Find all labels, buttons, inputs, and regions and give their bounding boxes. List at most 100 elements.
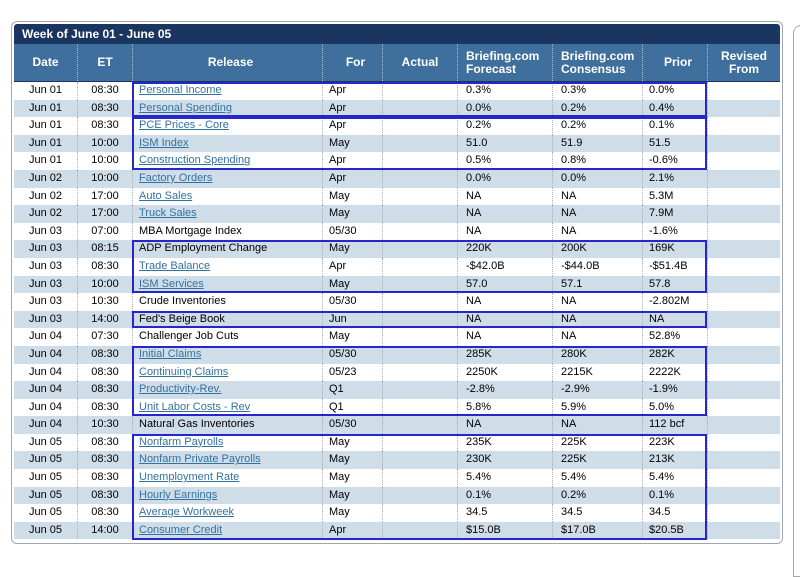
cell-actual <box>382 257 457 276</box>
economic-calendar-panel: Week of June 01 - June 05 Date ET Releas… <box>11 21 783 545</box>
cell-actual <box>382 345 457 364</box>
cell-et: 08:30 <box>77 345 132 364</box>
cell-prior: -1.9% <box>642 381 707 399</box>
release-link[interactable]: Unit Labor Costs - Rev <box>139 400 251 413</box>
release-link[interactable]: ISM Index <box>139 136 189 149</box>
cell-prior: 0.1% <box>642 117 707 135</box>
release-link[interactable]: Average Workweek <box>139 506 234 519</box>
cell-for: Q1 <box>322 398 382 417</box>
cell-consensus: 5.4% <box>552 469 642 487</box>
cell-release: Factory Orders <box>132 169 322 188</box>
cell-et: 07:30 <box>77 328 132 346</box>
cell-date: Jun 05 <box>28 488 63 501</box>
release-label: Fed's Beige Book <box>139 312 225 325</box>
cell-actual <box>382 521 457 540</box>
cell-for: May <box>322 328 382 346</box>
table-row: Jun 05 14:00 Consumer Credit Apr $15.0B $17.0… <box>14 521 780 540</box>
cell-date: Jun 05 <box>28 523 63 536</box>
table-row: Jun 03 07:00 MBA Mortgage Index 05/30 NA NA -1… <box>14 222 780 241</box>
release-link[interactable]: Productivity-Rev. <box>139 383 222 396</box>
cell-et: 08:30 <box>77 381 132 399</box>
cell-release: ADP Employment Change <box>132 240 322 258</box>
cell-prior: 0.4% <box>642 99 707 118</box>
cell-date: Jun 03 <box>28 224 63 237</box>
cell-forecast: 220K <box>457 240 552 258</box>
cell-actual <box>382 469 457 487</box>
cell-consensus: 2215K <box>552 363 642 382</box>
cell-for: 05/30 <box>322 293 382 311</box>
table-row: Jun 04 08:30 Initial Claims 05/30 285K 280K 28… <box>14 345 780 364</box>
cell-et: 08:30 <box>77 469 132 487</box>
cell-forecast: 0.0% <box>457 169 552 188</box>
cell-et: 10:00 <box>77 169 132 188</box>
cell-release: PCE Prices - Core <box>132 117 322 135</box>
cell-date: Jun 05 <box>28 435 63 448</box>
cell-revised <box>707 169 780 188</box>
cell-consensus: 57.1 <box>552 275 642 294</box>
cell-for: May <box>322 433 382 452</box>
cell-forecast: 0.3% <box>457 82 552 100</box>
cell-et: 14:00 <box>77 310 132 329</box>
release-label: ADP Employment Change <box>139 242 268 255</box>
table-body: Jun 01 08:30 Personal Income Apr 0.3% 0.3% 0.0… <box>14 82 780 540</box>
cell-consensus: 0.2% <box>552 117 642 135</box>
cell-for: May <box>322 275 382 294</box>
cell-prior: 0.0% <box>642 82 707 100</box>
release-link[interactable]: Nonfarm Payrolls <box>139 435 224 448</box>
release-link[interactable]: Auto Sales <box>139 189 193 202</box>
cell-actual <box>382 328 457 346</box>
release-link[interactable]: Personal Spending <box>139 101 232 114</box>
release-link[interactable]: Nonfarm Private Payrolls <box>139 453 261 466</box>
release-link[interactable]: Truck Sales <box>139 207 197 220</box>
release-link[interactable]: PCE Prices - Core <box>139 119 229 132</box>
cell-release: Personal Income <box>132 82 322 100</box>
release-link[interactable]: Construction Spending <box>139 154 251 167</box>
cell-forecast: $15.0B <box>457 521 552 540</box>
cell-revised <box>707 469 780 487</box>
cell-actual <box>382 117 457 135</box>
cell-et: 08:30 <box>77 504 132 522</box>
cell-release: Trade Balance <box>132 257 322 276</box>
cell-revised <box>707 433 780 452</box>
table-row: Jun 02 17:00 Truck Sales May NA NA 7.9M <box>14 205 780 223</box>
cell-et: 08:30 <box>77 363 132 382</box>
cell-consensus: 51.9 <box>552 134 642 153</box>
cell-revised <box>707 486 780 505</box>
cell-actual <box>382 205 457 223</box>
cell-for: May <box>322 469 382 487</box>
cell-consensus: 34.5 <box>552 504 642 522</box>
cell-actual <box>382 310 457 329</box>
release-link[interactable]: ISM Services <box>139 277 204 290</box>
cell-release: MBA Mortgage Index <box>132 222 322 241</box>
table-row: Jun 01 08:30 Personal Spending Apr 0.0% 0.2% 0… <box>14 99 780 118</box>
cell-prior: 112 bcf <box>642 416 707 434</box>
cell-date: Jun 01 <box>28 119 63 132</box>
release-link[interactable]: Trade Balance <box>139 259 211 272</box>
table-row: Jun 05 08:30 Average Workweek May 34.5 34.5 34… <box>14 504 780 522</box>
release-link[interactable]: Consumer Credit <box>139 523 223 536</box>
cell-release: Fed's Beige Book <box>132 310 322 329</box>
cell-forecast: 285K <box>457 345 552 364</box>
cell-for: Q1 <box>322 381 382 399</box>
cell-release: Construction Spending <box>132 152 322 170</box>
release-link[interactable]: Hourly Earnings <box>139 488 218 501</box>
cell-actual <box>382 398 457 417</box>
cell-prior: NA <box>642 310 707 329</box>
release-link[interactable]: Factory Orders <box>139 171 213 184</box>
release-link[interactable]: Initial Claims <box>139 347 202 360</box>
release-link[interactable]: Continuing Claims <box>139 365 229 378</box>
release-label: Challenger Job Cuts <box>139 330 239 343</box>
cell-revised <box>707 381 780 399</box>
table-row: Jun 01 08:30 PCE Prices - Core Apr 0.2% 0.2% 0… <box>14 117 780 135</box>
cell-release: Average Workweek <box>132 504 322 522</box>
cell-actual <box>382 451 457 470</box>
cell-for: May <box>322 504 382 522</box>
release-link[interactable]: Unemployment Rate <box>139 471 240 484</box>
release-label: Natural Gas Inventories <box>139 418 255 431</box>
cell-for: Apr <box>322 99 382 118</box>
cell-release: Consumer Credit <box>132 521 322 540</box>
release-link[interactable]: Personal Income <box>139 84 222 96</box>
cell-consensus: NA <box>552 187 642 206</box>
cell-for: May <box>322 486 382 505</box>
column-header-row: Date ET Release For Actual Briefing.com … <box>14 44 780 82</box>
